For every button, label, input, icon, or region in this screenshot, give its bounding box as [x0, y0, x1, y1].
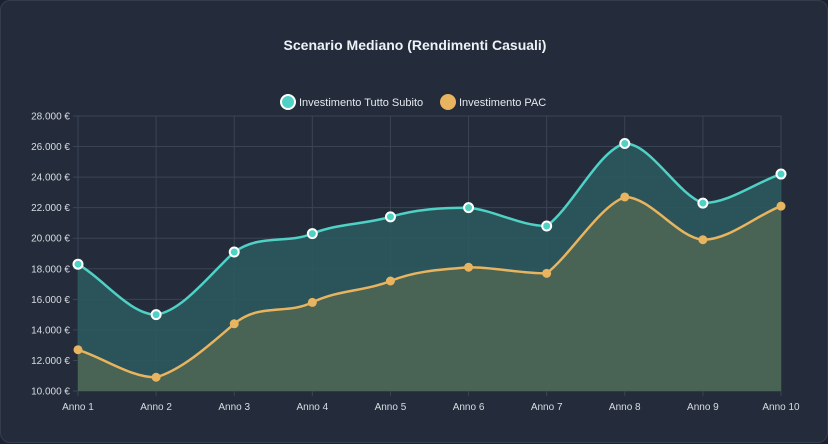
- data-point[interactable]: [150, 309, 162, 321]
- x-tick-label: Anno 6: [453, 402, 485, 413]
- legend-marker: [280, 94, 296, 110]
- legend-item-0[interactable]: Investimento Tutto Subito: [280, 94, 423, 110]
- x-tick-label: Anno 9: [687, 402, 719, 413]
- data-point[interactable]: [775, 168, 787, 180]
- y-tick-label: 26.000 €: [31, 142, 70, 153]
- series-lines: [77, 142, 782, 379]
- legend-item-1[interactable]: Investimento PAC: [440, 94, 546, 110]
- y-tick-label: 22.000 €: [31, 203, 70, 214]
- data-point[interactable]: [541, 220, 553, 232]
- y-tick-label: 18.000 €: [31, 264, 70, 275]
- x-tick-label: Anno 8: [609, 402, 641, 413]
- data-point[interactable]: [542, 268, 552, 278]
- legend[interactable]: Investimento Tutto Subito Investimento PA…: [280, 94, 546, 110]
- x-tick-label: Anno 3: [218, 402, 250, 413]
- y-tick-label: 16.000 €: [31, 295, 70, 306]
- series-line-1: [77, 195, 782, 379]
- data-point[interactable]: [619, 138, 631, 149]
- x-tick-label: Anno 7: [531, 402, 563, 413]
- x-axis-ticks: Anno 1 Anno 2 Anno 3 Anno 4 Anno 5 Anno 6 Anno…: [62, 402, 800, 413]
- data-point[interactable]: [229, 319, 239, 329]
- y-tick-label: 20.000 €: [31, 234, 70, 245]
- data-point[interactable]: [384, 211, 396, 223]
- data-point[interactable]: [73, 345, 83, 355]
- data-point[interactable]: [306, 228, 318, 240]
- x-tick-label: Anno 5: [375, 402, 407, 413]
- series-points: [72, 138, 787, 382]
- x-tick-label: Anno 1: [62, 402, 94, 413]
- series-area-1: [78, 197, 781, 391]
- data-point[interactable]: [72, 258, 84, 270]
- data-point[interactable]: [464, 262, 474, 272]
- data-point[interactable]: [228, 246, 240, 258]
- data-point[interactable]: [307, 297, 317, 307]
- legend-marker: [440, 94, 456, 110]
- y-tick-label: 12.000 €: [31, 356, 70, 367]
- data-point[interactable]: [698, 235, 708, 245]
- y-tick-label: 24.000 €: [31, 173, 70, 184]
- x-tick-label: Anno 4: [296, 402, 328, 413]
- data-point[interactable]: [151, 372, 161, 382]
- x-tick-label: Anno 2: [140, 402, 172, 413]
- legend-label: Investimento Tutto Subito: [299, 97, 423, 109]
- data-point[interactable]: [620, 192, 630, 202]
- y-tick-label: 10.000 €: [31, 387, 70, 398]
- series-areas: [78, 143, 781, 391]
- y-axis-ticks: 10.000 € 12.000 € 14.000 € 16.000 € 18.000 €…: [31, 112, 70, 398]
- y-tick-label: 14.000 €: [31, 325, 70, 336]
- x-tick-label: Anno 10: [762, 402, 800, 413]
- data-point[interactable]: [385, 276, 395, 286]
- series-line-0: [77, 142, 782, 316]
- data-point[interactable]: [463, 202, 475, 214]
- chart-title: Scenario Mediano (Rendimenti Casuali): [284, 37, 547, 53]
- data-point[interactable]: [697, 197, 709, 209]
- data-point[interactable]: [776, 201, 786, 211]
- legend-label: Investimento PAC: [459, 97, 546, 109]
- y-tick-label: 28.000 €: [31, 112, 70, 123]
